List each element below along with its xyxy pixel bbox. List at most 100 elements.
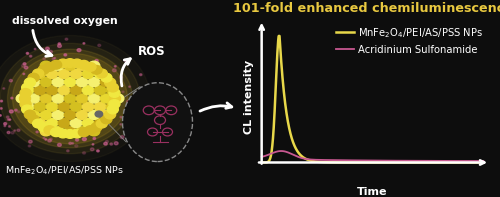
Circle shape bbox=[66, 150, 69, 152]
Circle shape bbox=[58, 44, 62, 47]
Circle shape bbox=[82, 102, 94, 111]
Circle shape bbox=[83, 43, 85, 44]
Circle shape bbox=[58, 119, 70, 128]
Circle shape bbox=[95, 111, 102, 117]
Circle shape bbox=[82, 152, 86, 154]
Text: dissolved oxygen: dissolved oxygen bbox=[12, 16, 118, 26]
Circle shape bbox=[34, 86, 46, 95]
Circle shape bbox=[20, 89, 31, 97]
Title: 101-fold enhanced chemiluminescence: 101-fold enhanced chemiluminescence bbox=[232, 2, 500, 15]
Circle shape bbox=[104, 142, 108, 145]
Circle shape bbox=[134, 96, 137, 99]
Text: MnFe$_2$O$_4$/PEI/AS/PSS NPs: MnFe$_2$O$_4$/PEI/AS/PSS NPs bbox=[5, 165, 124, 177]
Circle shape bbox=[120, 76, 122, 78]
Circle shape bbox=[109, 100, 120, 108]
Circle shape bbox=[88, 127, 100, 136]
Circle shape bbox=[28, 78, 40, 87]
Circle shape bbox=[9, 119, 11, 120]
Circle shape bbox=[69, 142, 71, 144]
Circle shape bbox=[11, 97, 13, 99]
Circle shape bbox=[82, 119, 94, 128]
Circle shape bbox=[48, 139, 51, 142]
Circle shape bbox=[40, 127, 52, 136]
Circle shape bbox=[8, 119, 10, 120]
Circle shape bbox=[32, 119, 44, 128]
Circle shape bbox=[24, 66, 28, 69]
Circle shape bbox=[58, 143, 62, 146]
Circle shape bbox=[8, 126, 10, 127]
Circle shape bbox=[52, 110, 64, 119]
Circle shape bbox=[40, 94, 52, 103]
Circle shape bbox=[34, 69, 46, 78]
Circle shape bbox=[44, 126, 55, 134]
Circle shape bbox=[64, 54, 66, 56]
Circle shape bbox=[104, 78, 116, 87]
Circle shape bbox=[88, 110, 100, 119]
Circle shape bbox=[70, 69, 82, 78]
Circle shape bbox=[64, 78, 76, 87]
Circle shape bbox=[4, 125, 6, 127]
Circle shape bbox=[45, 139, 46, 140]
Circle shape bbox=[91, 123, 102, 132]
Circle shape bbox=[54, 58, 56, 59]
Circle shape bbox=[106, 140, 108, 143]
Circle shape bbox=[85, 126, 96, 134]
Circle shape bbox=[88, 61, 100, 70]
Circle shape bbox=[96, 69, 108, 78]
Circle shape bbox=[10, 79, 12, 82]
Circle shape bbox=[46, 119, 58, 128]
Circle shape bbox=[40, 78, 52, 87]
Circle shape bbox=[16, 94, 28, 103]
Circle shape bbox=[76, 94, 88, 103]
Circle shape bbox=[0, 108, 2, 109]
Circle shape bbox=[58, 43, 60, 45]
Circle shape bbox=[140, 74, 142, 76]
Circle shape bbox=[126, 100, 130, 103]
Circle shape bbox=[23, 73, 24, 75]
Circle shape bbox=[10, 110, 13, 113]
Circle shape bbox=[46, 69, 58, 78]
Circle shape bbox=[34, 119, 46, 128]
Circle shape bbox=[76, 110, 88, 119]
Circle shape bbox=[11, 132, 14, 134]
Circle shape bbox=[0, 100, 2, 102]
Circle shape bbox=[0, 115, 2, 116]
Circle shape bbox=[3, 88, 4, 89]
Circle shape bbox=[23, 63, 26, 65]
Circle shape bbox=[124, 60, 126, 61]
Circle shape bbox=[94, 102, 106, 111]
Circle shape bbox=[76, 78, 88, 87]
Circle shape bbox=[128, 86, 130, 87]
Circle shape bbox=[22, 86, 34, 95]
Circle shape bbox=[40, 61, 52, 70]
Circle shape bbox=[34, 102, 46, 111]
Circle shape bbox=[46, 47, 50, 50]
Circle shape bbox=[94, 119, 106, 128]
Circle shape bbox=[26, 52, 28, 54]
Circle shape bbox=[64, 110, 76, 119]
Circle shape bbox=[50, 60, 62, 69]
Circle shape bbox=[101, 73, 112, 82]
Circle shape bbox=[120, 116, 122, 118]
Circle shape bbox=[58, 129, 68, 138]
Circle shape bbox=[38, 123, 49, 132]
Circle shape bbox=[34, 48, 36, 50]
Circle shape bbox=[72, 143, 74, 144]
Circle shape bbox=[52, 127, 64, 136]
Circle shape bbox=[65, 38, 68, 40]
Circle shape bbox=[14, 109, 17, 111]
Circle shape bbox=[36, 131, 38, 133]
Circle shape bbox=[44, 63, 55, 71]
Circle shape bbox=[8, 49, 132, 148]
Circle shape bbox=[22, 83, 32, 92]
Circle shape bbox=[88, 94, 100, 103]
Circle shape bbox=[38, 65, 49, 74]
Circle shape bbox=[72, 129, 83, 138]
Circle shape bbox=[46, 86, 58, 95]
Circle shape bbox=[108, 105, 118, 114]
Text: Time: Time bbox=[357, 187, 388, 197]
Circle shape bbox=[22, 64, 26, 67]
Circle shape bbox=[108, 83, 118, 92]
Circle shape bbox=[112, 69, 116, 72]
Circle shape bbox=[24, 78, 36, 87]
